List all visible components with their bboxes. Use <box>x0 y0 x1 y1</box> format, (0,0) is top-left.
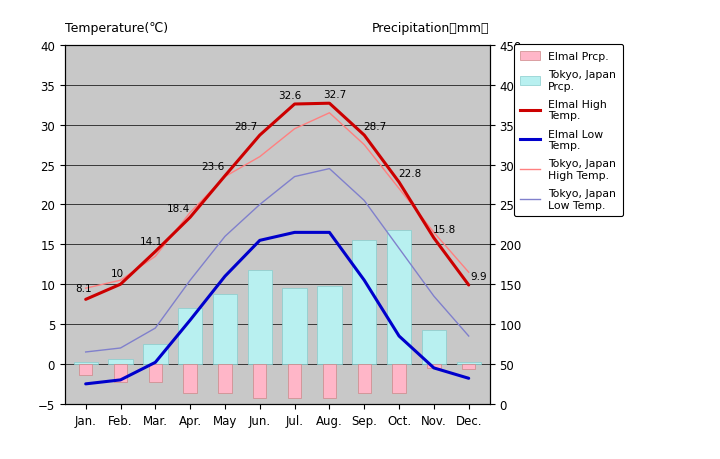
Text: 28.7: 28.7 <box>363 122 387 131</box>
Bar <box>358 364 371 393</box>
Bar <box>148 364 162 382</box>
Bar <box>79 364 92 375</box>
Bar <box>178 308 202 364</box>
Bar <box>392 364 406 393</box>
Bar <box>218 364 232 393</box>
Bar <box>462 364 475 369</box>
Text: Precipitation（mm）: Precipitation（mm） <box>372 22 490 35</box>
Bar <box>288 364 301 398</box>
Bar <box>108 359 132 364</box>
Bar <box>253 364 266 398</box>
Bar <box>213 294 237 364</box>
Bar <box>184 364 197 393</box>
Text: 32.6: 32.6 <box>278 90 301 101</box>
Bar <box>422 330 446 364</box>
Text: 23.6: 23.6 <box>201 162 225 172</box>
Bar <box>387 230 411 364</box>
Text: 15.8: 15.8 <box>433 224 456 234</box>
Text: 10: 10 <box>110 269 124 279</box>
Text: 18.4: 18.4 <box>166 203 189 213</box>
Text: 14.1: 14.1 <box>140 236 163 246</box>
Bar <box>427 364 441 368</box>
Text: 22.8: 22.8 <box>398 168 421 179</box>
Text: Temperature(℃): Temperature(℃) <box>65 22 168 35</box>
Text: 9.9: 9.9 <box>471 271 487 281</box>
Text: 28.7: 28.7 <box>234 122 258 131</box>
Bar <box>73 363 98 364</box>
Text: 8.1: 8.1 <box>76 284 92 294</box>
Bar <box>318 286 341 364</box>
Text: 32.7: 32.7 <box>323 90 346 100</box>
Bar <box>143 344 168 364</box>
Bar <box>456 363 481 364</box>
Bar <box>248 270 272 364</box>
Bar <box>282 289 307 364</box>
Legend: Elmal Prcp., Tokyo, Japan
Prcp., Elmal High
Temp., Elmal Low
Temp., Tokyo, Japan: Elmal Prcp., Tokyo, Japan Prcp., Elmal H… <box>513 45 623 217</box>
Bar <box>323 364 336 398</box>
Bar <box>114 364 127 382</box>
Bar <box>352 241 377 364</box>
